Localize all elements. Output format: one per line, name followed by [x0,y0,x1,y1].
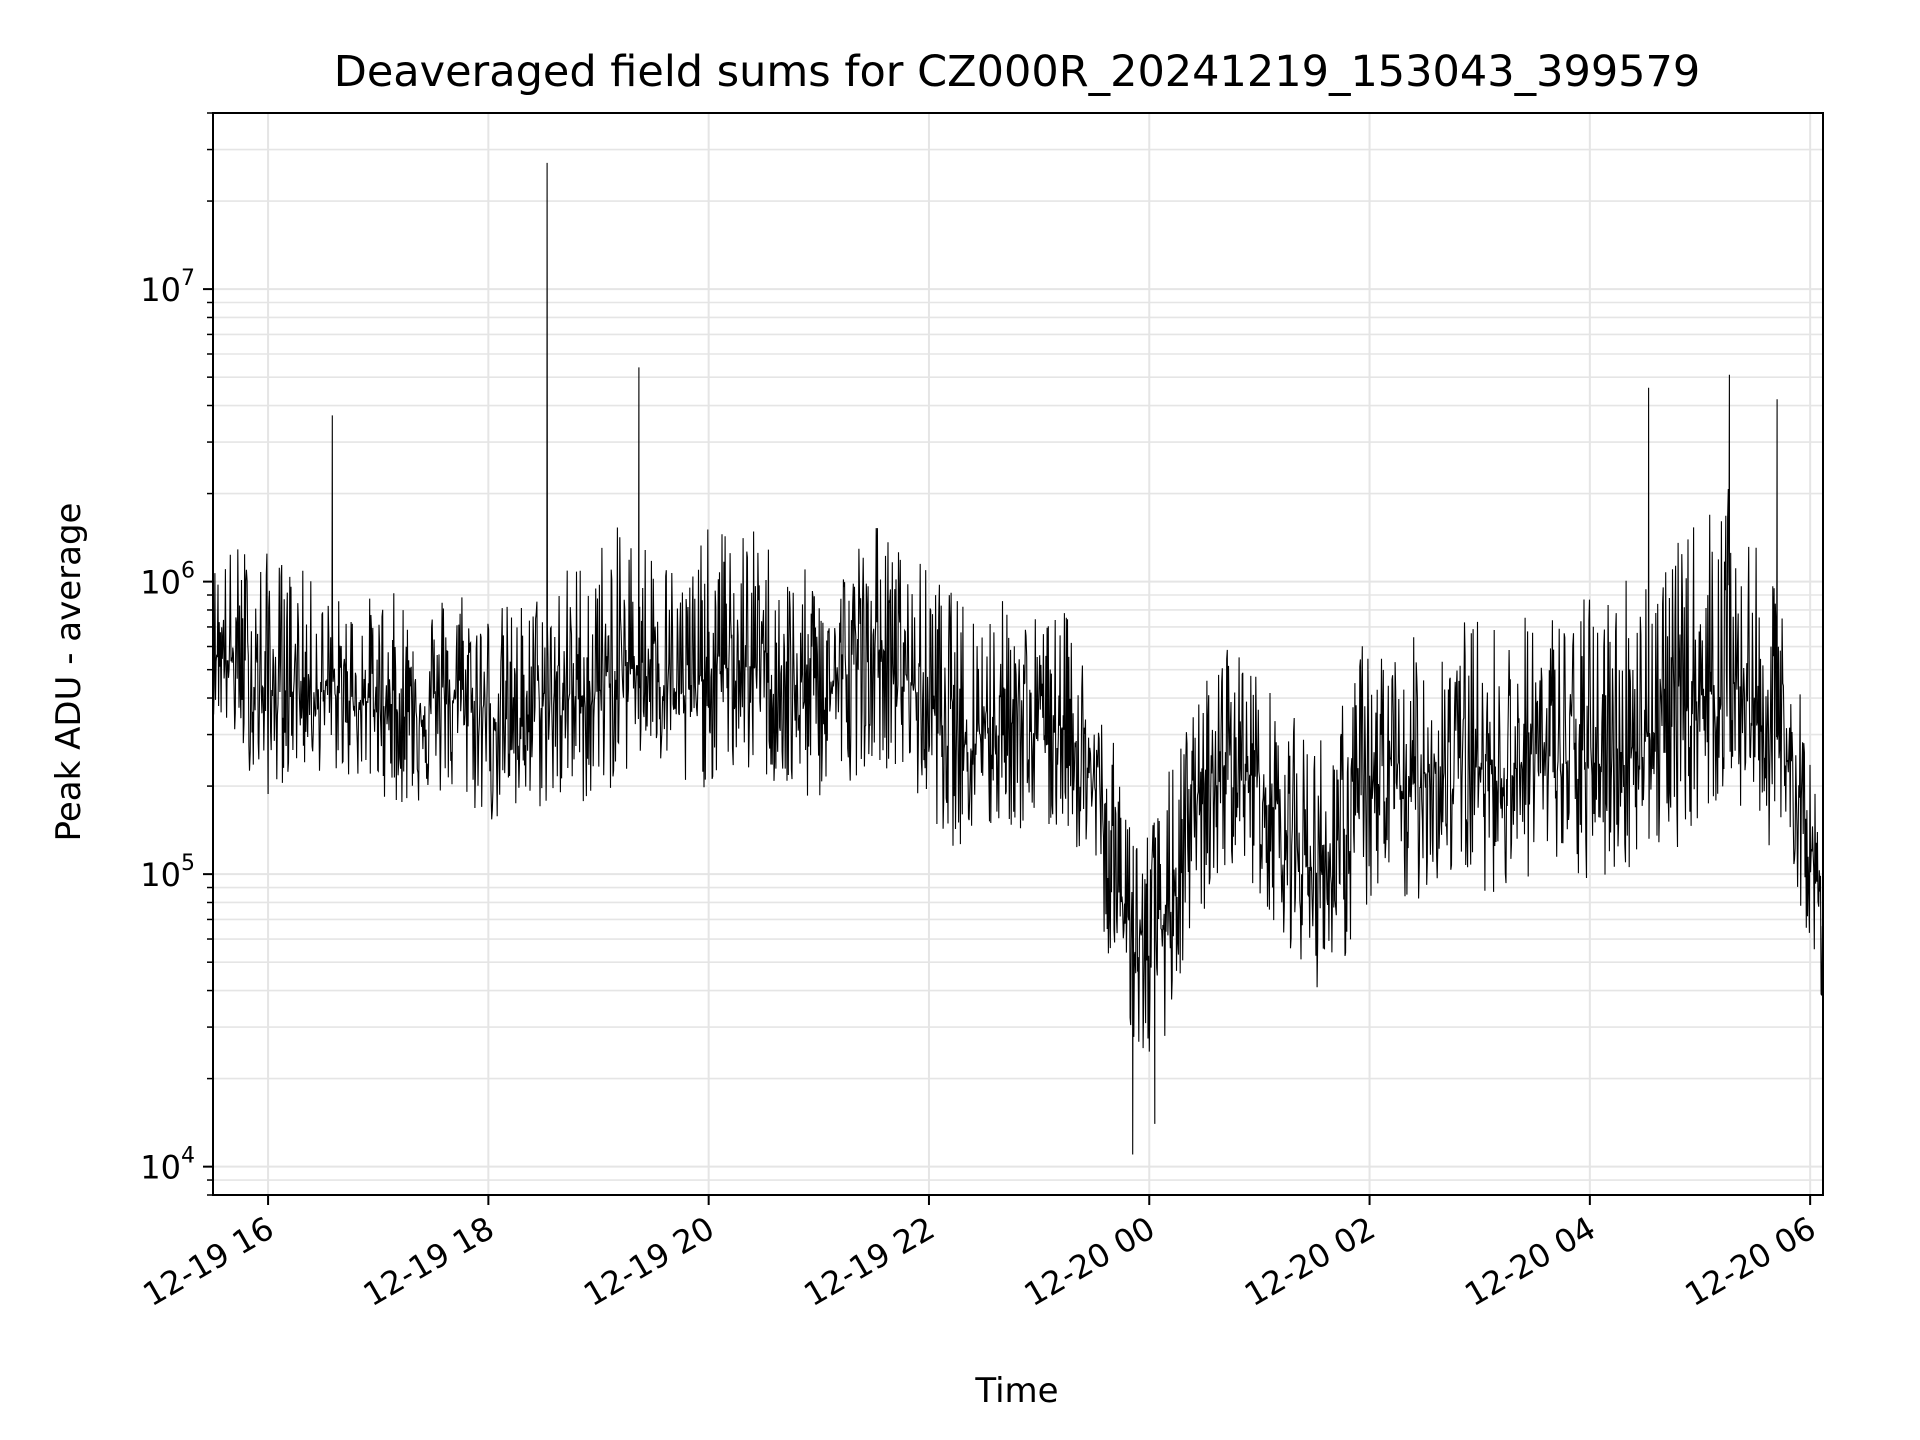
chart-title: Deaveraged field sums for CZ000R_2024121… [334,47,1701,97]
x-axis-label: Time [974,1371,1058,1411]
x-tick-label: 12-20 06 [1679,1209,1823,1314]
y-axis-label: Peak ADU - average [49,503,89,842]
x-tick-label: 12-20 00 [1018,1209,1162,1314]
plot-frame [212,112,1824,1196]
y-tick-label: 105 [140,851,195,894]
x-axis: 12-19 16 12-19 18 12-19 20 12-19 22 12-20 00… [136,1195,1822,1314]
x-tick-label: 12-19 18 [357,1209,501,1314]
y-tick-label: 107 [140,266,195,309]
series-line [212,162,1824,1155]
y-tick-label: 104 [140,1144,195,1187]
x-tick-label: 12-19 22 [797,1209,941,1314]
plot-area [212,162,1824,1155]
x-tick-label: 12-19 16 [136,1209,280,1314]
x-tick-label: 12-20 04 [1458,1209,1602,1314]
x-tick-label: 12-19 20 [577,1209,721,1314]
y-tick-label: 106 [140,559,195,602]
y-axis: 104 105 106 107 [140,112,213,1196]
x-tick-label: 12-20 02 [1238,1209,1382,1314]
